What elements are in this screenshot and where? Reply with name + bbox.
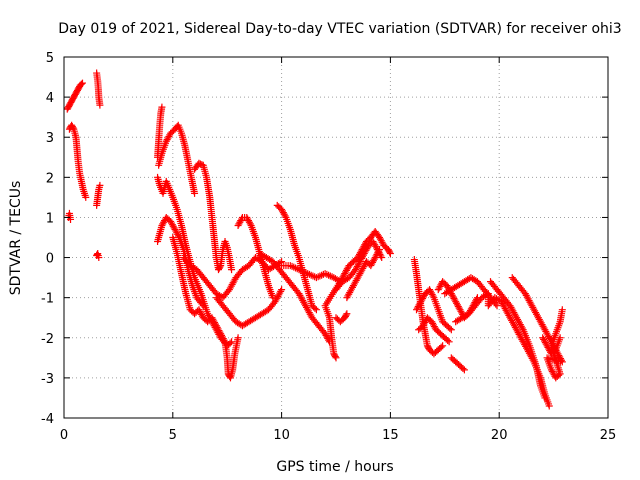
data-point-marker — [376, 246, 384, 254]
data-point-marker — [386, 248, 394, 256]
data-point-marker — [437, 343, 445, 351]
data-point-marker — [375, 247, 383, 255]
data-point-marker — [460, 366, 468, 374]
data-point-marker — [67, 215, 75, 223]
data-point-marker — [234, 334, 242, 342]
data-point-marker — [429, 292, 437, 300]
data-point-marker — [446, 324, 454, 332]
data-point-marker — [95, 254, 103, 262]
data-point-marker — [220, 336, 228, 344]
y-tick-label: -3 — [41, 372, 54, 387]
data-point-marker — [191, 189, 199, 197]
data-point-marker — [312, 306, 320, 314]
data-point-marker — [311, 304, 319, 312]
data-point-marker — [198, 300, 206, 308]
data-point-marker — [96, 101, 104, 109]
data-point-marker — [82, 193, 90, 201]
data-point-marker — [281, 212, 289, 220]
data-point-marker — [331, 352, 339, 360]
data-point-marker — [492, 300, 500, 308]
data-point-marker — [269, 294, 277, 302]
data-point-marker — [332, 354, 340, 362]
y-tick-label: 0 — [46, 252, 54, 267]
data-point-marker — [217, 293, 225, 301]
plot-frame — [63, 56, 609, 419]
data-point-marker — [447, 326, 455, 334]
data-point-marker — [556, 334, 564, 342]
data-point-marker — [483, 291, 491, 299]
y-tick-label: 2 — [46, 171, 54, 186]
data-point-marker — [493, 302, 501, 310]
data-point-marker — [226, 339, 234, 347]
data-point-marker — [276, 259, 284, 267]
data-point-marker — [158, 103, 166, 111]
data-point-marker — [459, 365, 467, 373]
data-point-marker — [238, 215, 246, 223]
y-tick-label: -1 — [41, 292, 54, 307]
data-point-marker — [228, 266, 236, 274]
x-axis-label: GPS time / hours — [276, 459, 393, 475]
x-tick-label: 25 — [600, 428, 617, 443]
data-point-marker — [343, 310, 351, 318]
data-point-marker — [278, 286, 286, 294]
x-tick-label: 10 — [273, 428, 290, 443]
data-point-marker — [78, 79, 86, 87]
data-point-marker — [96, 181, 104, 189]
y-tick-label: 1 — [46, 211, 54, 226]
data-point-marker — [541, 394, 549, 402]
y-tick-label: -4 — [41, 412, 54, 427]
y-tick-label: 4 — [46, 91, 54, 106]
data-point-marker — [518, 324, 526, 332]
data-point-marker — [439, 342, 447, 350]
data-point-marker — [545, 402, 553, 410]
x-tick-label: 5 — [169, 428, 177, 443]
data-point-marker — [216, 263, 224, 271]
data-point-marker — [246, 220, 254, 228]
data-point-marker — [77, 80, 85, 88]
ticks-layer: 0 5 10 15 20 25 -4 -3 -2 -1 0 1 2 3 4 5 — [41, 51, 616, 443]
x-tick-label: 20 — [491, 428, 508, 443]
y-tick-label: -2 — [41, 332, 54, 347]
x-tick-label: 0 — [60, 428, 68, 443]
data-point-marker — [445, 338, 453, 346]
chart-title: Day 019 of 2021, Sidereal Day-to-day VTE… — [58, 21, 621, 37]
x-tick-label: 15 — [382, 428, 399, 443]
data-point-marker — [444, 336, 452, 344]
data-point-marker — [199, 302, 207, 310]
grid-layer — [64, 57, 608, 418]
data-points-layer — [63, 69, 566, 410]
data-point-marker — [378, 254, 386, 262]
data-point-marker — [558, 306, 566, 314]
y-tick-label: 3 — [46, 131, 54, 146]
data-point-marker — [386, 250, 394, 258]
data-point-marker — [342, 311, 350, 319]
data-point-marker — [277, 287, 285, 295]
y-axis-label: SDTVAR / TECUs — [8, 181, 24, 296]
data-point-marker — [174, 232, 182, 240]
y-tick-label: 5 — [46, 51, 54, 66]
data-point-marker — [69, 124, 77, 132]
